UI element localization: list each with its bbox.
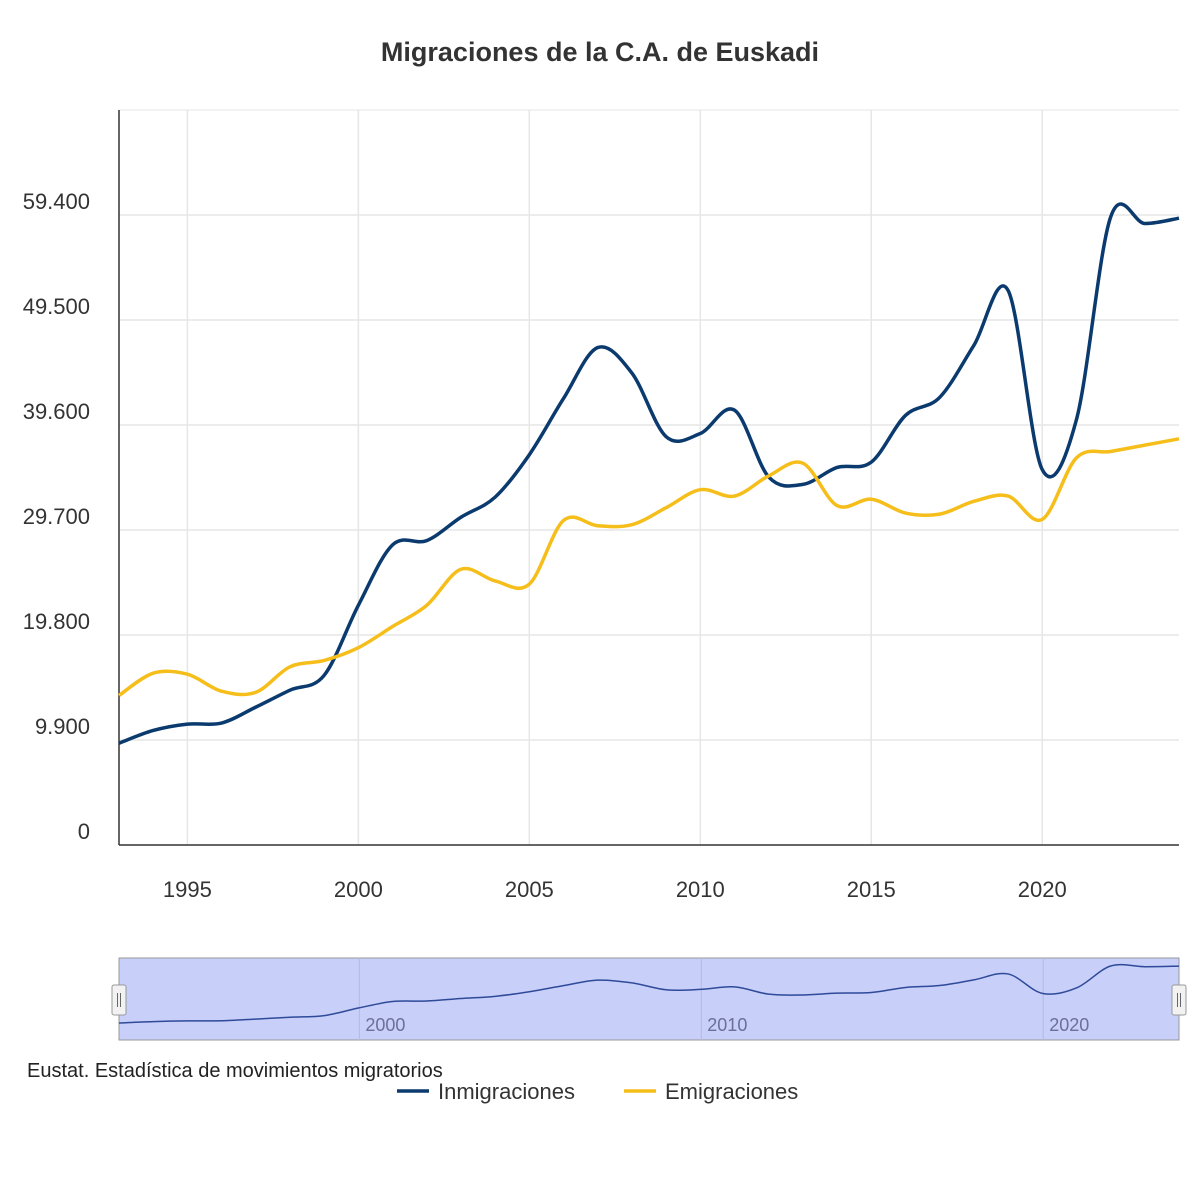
y-tick-label: 19.800 (23, 609, 90, 634)
y-axis-labels: 0 9.900 19.800 29.700 39.600 49.500 59.400 (23, 189, 90, 844)
y-tick-label: 9.900 (35, 714, 90, 739)
navigator-series-line (118, 963, 1180, 1024)
y-tick-label: 59.400 (23, 189, 90, 214)
y-tick-label: 49.500 (23, 294, 90, 319)
x-tick-label: 2020 (1018, 877, 1067, 902)
legend-label: Emigraciones (665, 1079, 798, 1104)
navigator-tick-label: 2000 (365, 1015, 405, 1035)
x-tick-label: 2000 (334, 877, 383, 902)
legend-item-inmigraciones[interactable]: Inmigraciones (397, 1079, 575, 1104)
legend-item-emigraciones[interactable]: Emigraciones (624, 1079, 798, 1104)
navigator-left-handle[interactable] (111, 984, 127, 1016)
y-tick-label: 39.600 (23, 399, 90, 424)
navigator-tick-label: 2020 (1049, 1015, 1089, 1035)
grid (118, 109, 1179, 846)
series-lines (118, 202, 1180, 745)
legend: Inmigraciones Emigraciones (397, 1079, 798, 1104)
series-line-emigraciones (118, 437, 1180, 697)
navigator-selected-range[interactable] (118, 957, 1180, 1041)
navigator[interactable]: 2000 2010 2020 (111, 957, 1187, 1041)
credits: Eustat. Estadística de movimientos migra… (27, 1060, 443, 1082)
series-line-inmigraciones (118, 202, 1180, 745)
legend-label: Inmigraciones (438, 1079, 575, 1104)
y-tick-label: 29.700 (23, 504, 90, 529)
x-tick-label: 2015 (847, 877, 896, 902)
x-tick-label: 2005 (505, 877, 554, 902)
y-tick-label: 0 (78, 819, 90, 844)
x-tick-label: 1995 (163, 877, 212, 902)
navigator-tick-label: 2010 (707, 1015, 747, 1035)
navigator-right-handle[interactable] (1171, 984, 1187, 1016)
x-tick-label: 2010 (676, 877, 725, 902)
x-axis-labels: 1995 2000 2005 2010 2015 2020 (163, 877, 1067, 902)
chart-title: Migraciones de la C.A. de Euskadi (381, 37, 819, 67)
